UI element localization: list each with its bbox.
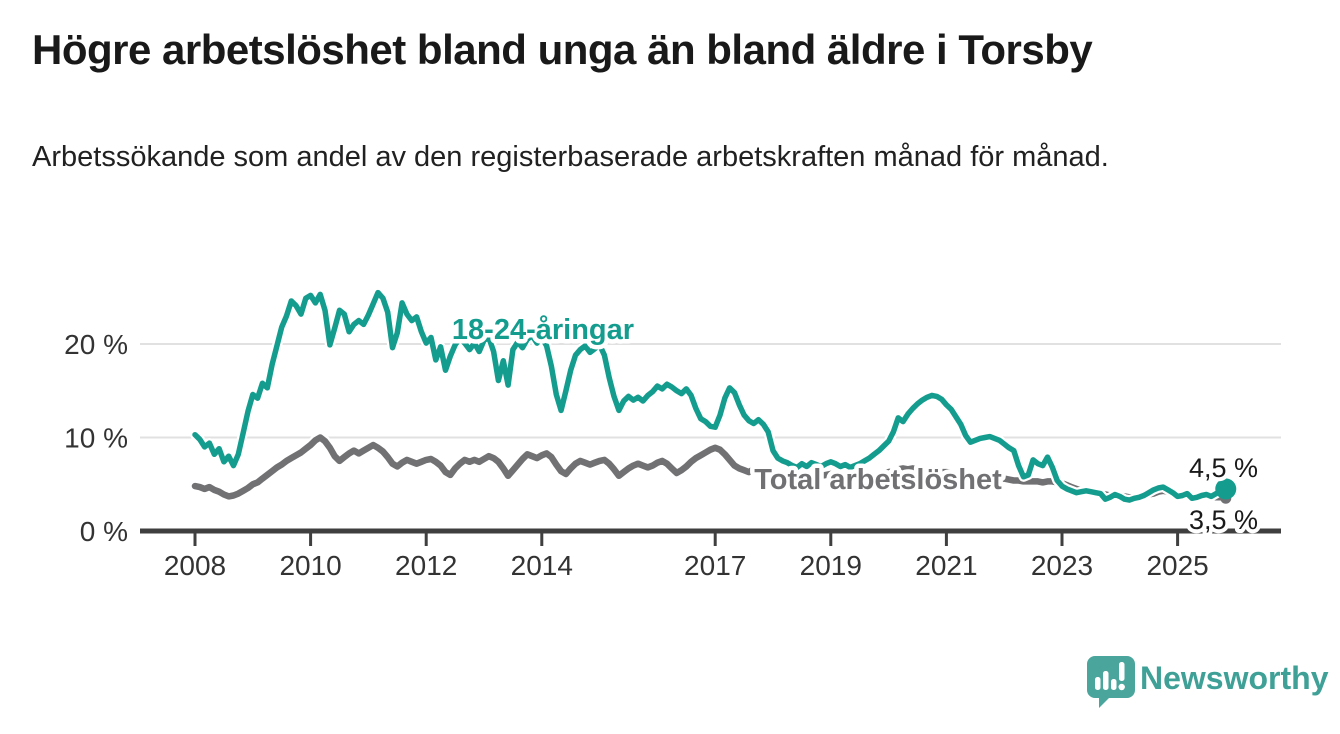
newsworthy-logo-icon <box>1087 656 1135 708</box>
branding-name: Newsworthy <box>1140 660 1329 696</box>
x-tick-label: 2014 <box>511 550 573 581</box>
page-title: Högre arbetslöshet bland unga än bland ä… <box>32 26 1093 73</box>
y-tick-label: 0 % <box>80 516 128 547</box>
end-value-label-total: 3,5 % <box>1189 505 1258 535</box>
x-tick-label: 2010 <box>279 550 341 581</box>
series-end-dot-youth <box>1215 478 1237 500</box>
x-tick-label: 2012 <box>395 550 457 581</box>
y-tick-label: 10 % <box>64 423 128 454</box>
logo-bar-2 <box>1103 671 1109 690</box>
x-tick-label: 2021 <box>915 550 977 581</box>
x-tick-label: 2008 <box>164 550 226 581</box>
chart-subtitle: Arbetssökande som andel av den registerb… <box>32 141 1109 173</box>
x-tick-label: 2019 <box>800 550 862 581</box>
series-label-youth: 18-24-åringar <box>452 314 634 346</box>
x-tick-label: 2025 <box>1146 550 1208 581</box>
x-tick-label: 2017 <box>684 550 746 581</box>
y-tick-label: 20 % <box>64 329 128 360</box>
branding: Newsworthy <box>1086 652 1328 708</box>
logo-bar-1 <box>1095 677 1101 690</box>
logo-bar-3 <box>1111 679 1117 690</box>
end-value-label-youth: 4,5 % <box>1189 453 1258 483</box>
logo-exclamation-dot <box>1118 683 1125 691</box>
logo-exclamation-bar <box>1119 662 1125 681</box>
series-label-total: Total arbetslöshet <box>754 464 1002 496</box>
x-tick-label: 2023 <box>1031 550 1093 581</box>
series-line-youth <box>192 289 1229 503</box>
